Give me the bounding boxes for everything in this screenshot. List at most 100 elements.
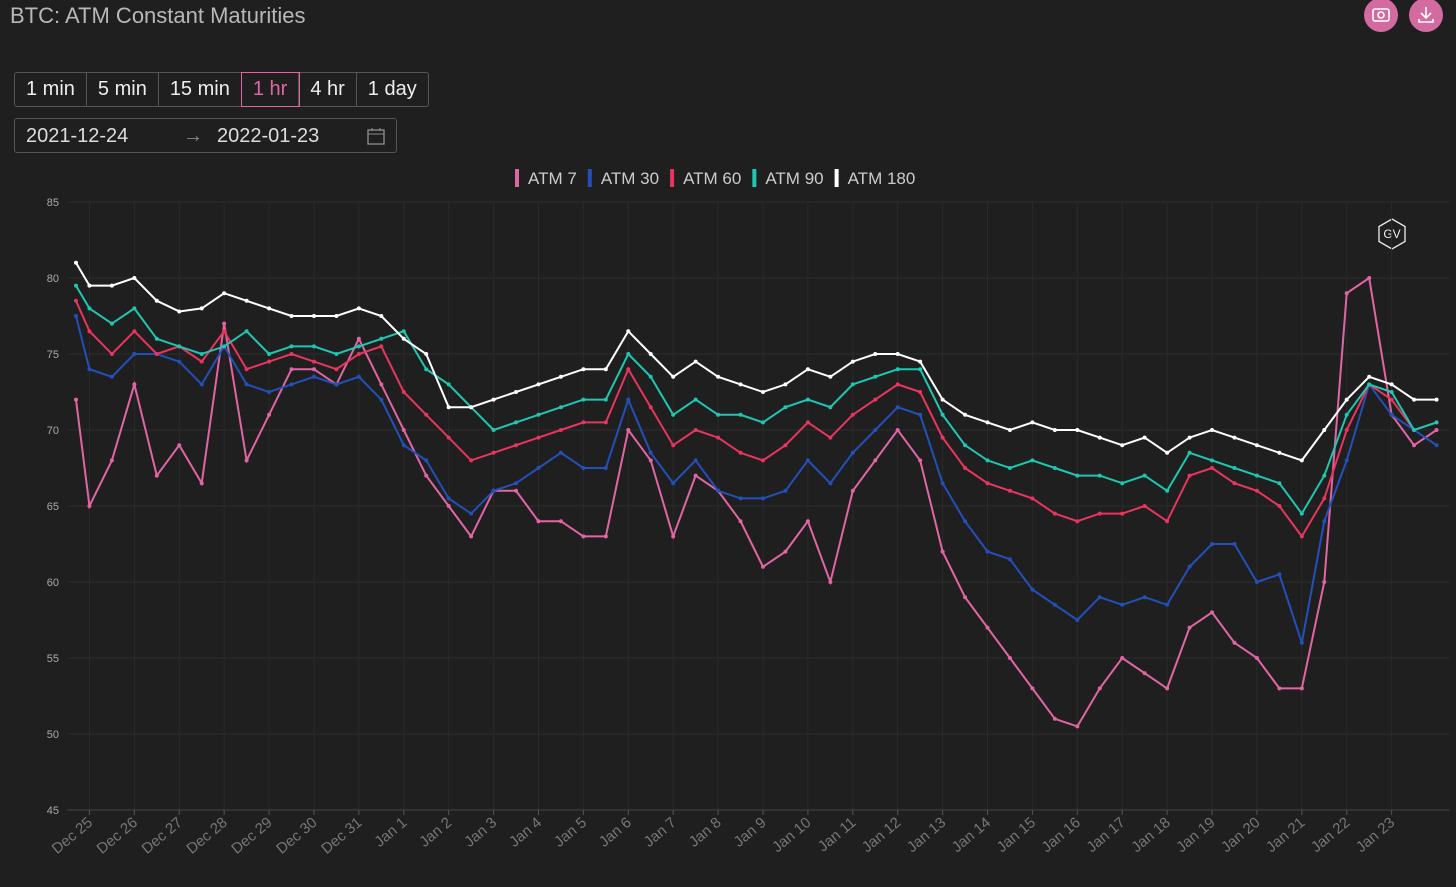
point (648, 374, 653, 379)
x-tick-label: Jan 8 (686, 814, 725, 851)
point (1322, 519, 1327, 524)
point (356, 344, 361, 349)
point (424, 352, 429, 356)
point (558, 374, 563, 379)
point (581, 367, 586, 372)
point (154, 336, 159, 341)
interval-button[interactable]: 4 hr (299, 73, 357, 106)
point (356, 336, 361, 341)
point (1232, 640, 1237, 645)
camera-button[interactable] (1364, 0, 1398, 32)
point (1299, 511, 1304, 516)
interval-button[interactable]: 1 day (367, 78, 417, 100)
point (267, 390, 272, 394)
point (1367, 382, 1372, 387)
x-tick-label: Jan 14 (949, 814, 994, 856)
point (783, 382, 788, 387)
point (918, 412, 923, 417)
point (267, 412, 272, 417)
point (648, 450, 653, 455)
point (177, 344, 182, 349)
point (87, 283, 92, 288)
point (1254, 580, 1259, 584)
point (1187, 564, 1192, 569)
legend-swatch (587, 169, 592, 187)
point (1142, 671, 1147, 676)
point (289, 314, 294, 318)
point (1052, 466, 1057, 470)
x-tick-label: Jan 15 (994, 814, 1039, 856)
point (1232, 435, 1237, 440)
x-tick-label: Jan 5 (551, 814, 590, 851)
point (1277, 481, 1282, 486)
interval-button[interactable]: 1 hr (240, 72, 301, 107)
point (222, 321, 227, 326)
y-tick-label: 65 (47, 501, 59, 513)
interval-button[interactable]: 15 min (159, 73, 242, 106)
point (379, 344, 384, 349)
series (73, 298, 1439, 539)
date-range[interactable]: 2021-12-24 → 2022-01-23 (14, 118, 397, 153)
point (1434, 420, 1439, 425)
point (828, 435, 833, 440)
point (1299, 686, 1304, 691)
x-tick-label: Jan 9 (731, 814, 770, 851)
interval-button[interactable]: 5 min (87, 73, 159, 106)
x-tick-label: Dec 27 (138, 814, 185, 858)
point (446, 382, 451, 387)
point (154, 352, 159, 356)
point (1075, 618, 1080, 622)
point (536, 435, 541, 440)
point (738, 519, 743, 524)
point (985, 481, 990, 486)
x-tick-label: Dec 30 (273, 814, 320, 858)
point (626, 367, 631, 372)
point (648, 405, 653, 410)
x-tick-label: Jan 23 (1353, 814, 1398, 856)
interval-buttons: 1 min 5 min 15 min 1 hr 4 hr 1 day (14, 72, 429, 107)
x-tick-label: Jan 6 (596, 814, 635, 851)
line (75, 285, 1437, 516)
point (1142, 504, 1147, 508)
point (873, 458, 878, 463)
point (424, 458, 429, 463)
series (73, 314, 1439, 645)
point (199, 352, 204, 356)
point (446, 405, 451, 410)
arrow: → (183, 125, 203, 147)
point (738, 382, 743, 387)
interval-button[interactable]: 1 min (15, 73, 87, 106)
point (805, 397, 810, 402)
point (267, 359, 272, 364)
end-date[interactable]: 2022-01-23 (217, 125, 320, 147)
point (1120, 656, 1125, 660)
point (311, 367, 316, 372)
x-tick-label: Jan 21 (1263, 814, 1308, 856)
point (1389, 382, 1394, 387)
download-button[interactable] (1409, 0, 1443, 32)
point (1097, 595, 1102, 600)
point (334, 382, 339, 387)
title: BTC: ATM Constant Maturities (10, 3, 306, 28)
point (760, 390, 765, 394)
legend-label: ATM 180 (848, 169, 916, 188)
point (940, 412, 945, 417)
point (132, 276, 137, 280)
point (805, 367, 810, 372)
x-tick-label: Jan 10 (769, 814, 814, 856)
x-tick-label: Jan 18 (1128, 814, 1173, 856)
point (760, 420, 765, 425)
point (1232, 466, 1237, 470)
point (222, 291, 227, 296)
x-tick-label: Dec 29 (228, 814, 275, 858)
point (356, 352, 361, 356)
y-tick-label: 80 (47, 273, 59, 285)
calendar-icon[interactable] (367, 127, 385, 145)
point (289, 344, 294, 349)
point (1165, 519, 1170, 524)
start-date[interactable]: 2021-12-24 (26, 125, 129, 147)
point (918, 359, 923, 364)
point (850, 382, 855, 387)
point (424, 367, 429, 372)
